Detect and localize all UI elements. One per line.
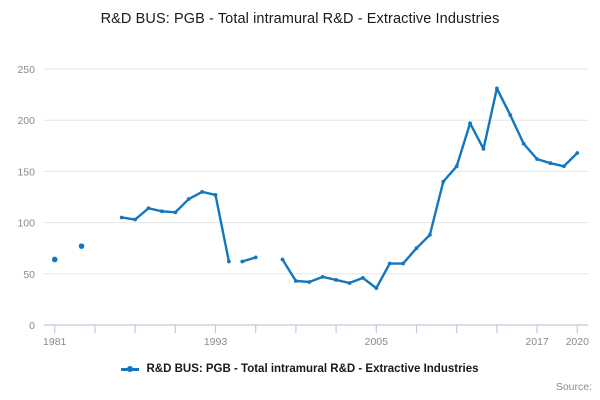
page-title: R&D BUS: PGB - Total intramural R&D - Ex… bbox=[100, 11, 500, 27]
series-segment bbox=[120, 190, 231, 263]
data-point bbox=[78, 243, 85, 249]
data-point bbox=[146, 206, 151, 211]
data-point bbox=[548, 161, 553, 166]
data-point bbox=[360, 275, 365, 280]
data-point bbox=[561, 164, 566, 169]
data-point bbox=[253, 255, 258, 260]
data-point bbox=[454, 164, 459, 169]
data-point bbox=[160, 209, 164, 214]
data-point bbox=[200, 189, 205, 194]
data-point bbox=[119, 215, 124, 220]
data-point bbox=[347, 281, 352, 285]
data-point bbox=[441, 179, 446, 184]
line-chart-svg: 0 50 100 150 200 250 1981 1993 2005 2017 2020 bbox=[17, 64, 589, 345]
y-tick-label: 200 bbox=[17, 115, 35, 127]
series-segment bbox=[241, 256, 257, 263]
data-point bbox=[186, 197, 191, 201]
legend-item-label: R&D BUS: PGB - Total intramural R&D - Ex… bbox=[146, 363, 479, 375]
x-tick-label: 1981 bbox=[43, 336, 67, 345]
data-point bbox=[535, 157, 539, 162]
data-point bbox=[481, 146, 486, 151]
data-point bbox=[133, 217, 138, 222]
data-point bbox=[427, 232, 432, 237]
data-point bbox=[468, 121, 472, 126]
data-point bbox=[294, 279, 298, 283]
legend-item: R&D BUS: PGB - Total intramural R&D - Ex… bbox=[121, 363, 479, 375]
data-point bbox=[51, 256, 58, 263]
data-point bbox=[521, 141, 526, 146]
legend-line-marker-icon bbox=[121, 365, 140, 372]
data-point bbox=[307, 280, 312, 284]
data-point bbox=[494, 86, 499, 91]
x-axis-ticks bbox=[54, 325, 578, 333]
y-tick-label: 250 bbox=[17, 64, 35, 76]
data-point bbox=[387, 261, 392, 266]
x-tick-label: 2017 bbox=[525, 336, 549, 345]
x-tick-label: 1993 bbox=[204, 336, 228, 345]
data-point bbox=[320, 274, 325, 279]
data-point bbox=[374, 286, 379, 291]
data-point bbox=[173, 210, 178, 215]
y-tick-label: 50 bbox=[23, 269, 35, 281]
data-point bbox=[280, 257, 285, 262]
y-axis-tick-labels: 0 50 100 150 200 250 bbox=[17, 64, 35, 332]
x-tick-label: 2005 bbox=[365, 336, 389, 345]
y-tick-label: 150 bbox=[17, 166, 35, 178]
data-series-line bbox=[120, 87, 579, 290]
y-tick-label: 0 bbox=[29, 320, 35, 332]
data-point bbox=[508, 113, 513, 117]
plot-area: 0 50 100 150 200 250 1981 1993 2005 2017 2020 bbox=[0, 55, 600, 345]
source-label: Source: bbox=[555, 381, 592, 393]
data-series-markers bbox=[51, 86, 580, 291]
x-axis-tick-labels: 1981 1993 2005 2017 2020 bbox=[43, 336, 589, 345]
data-point bbox=[334, 278, 338, 282]
data-point bbox=[227, 259, 231, 264]
series-segment bbox=[281, 87, 579, 290]
data-point bbox=[213, 193, 218, 197]
data-point bbox=[401, 261, 405, 266]
data-point bbox=[414, 246, 419, 251]
data-point bbox=[575, 151, 580, 155]
x-tick-label: 2020 bbox=[566, 336, 590, 345]
chart-legend: R&D BUS: PGB - Total intramural R&D - Ex… bbox=[0, 363, 600, 375]
gridlines bbox=[44, 68, 588, 275]
data-point bbox=[240, 259, 245, 264]
y-tick-label: 100 bbox=[17, 218, 35, 230]
